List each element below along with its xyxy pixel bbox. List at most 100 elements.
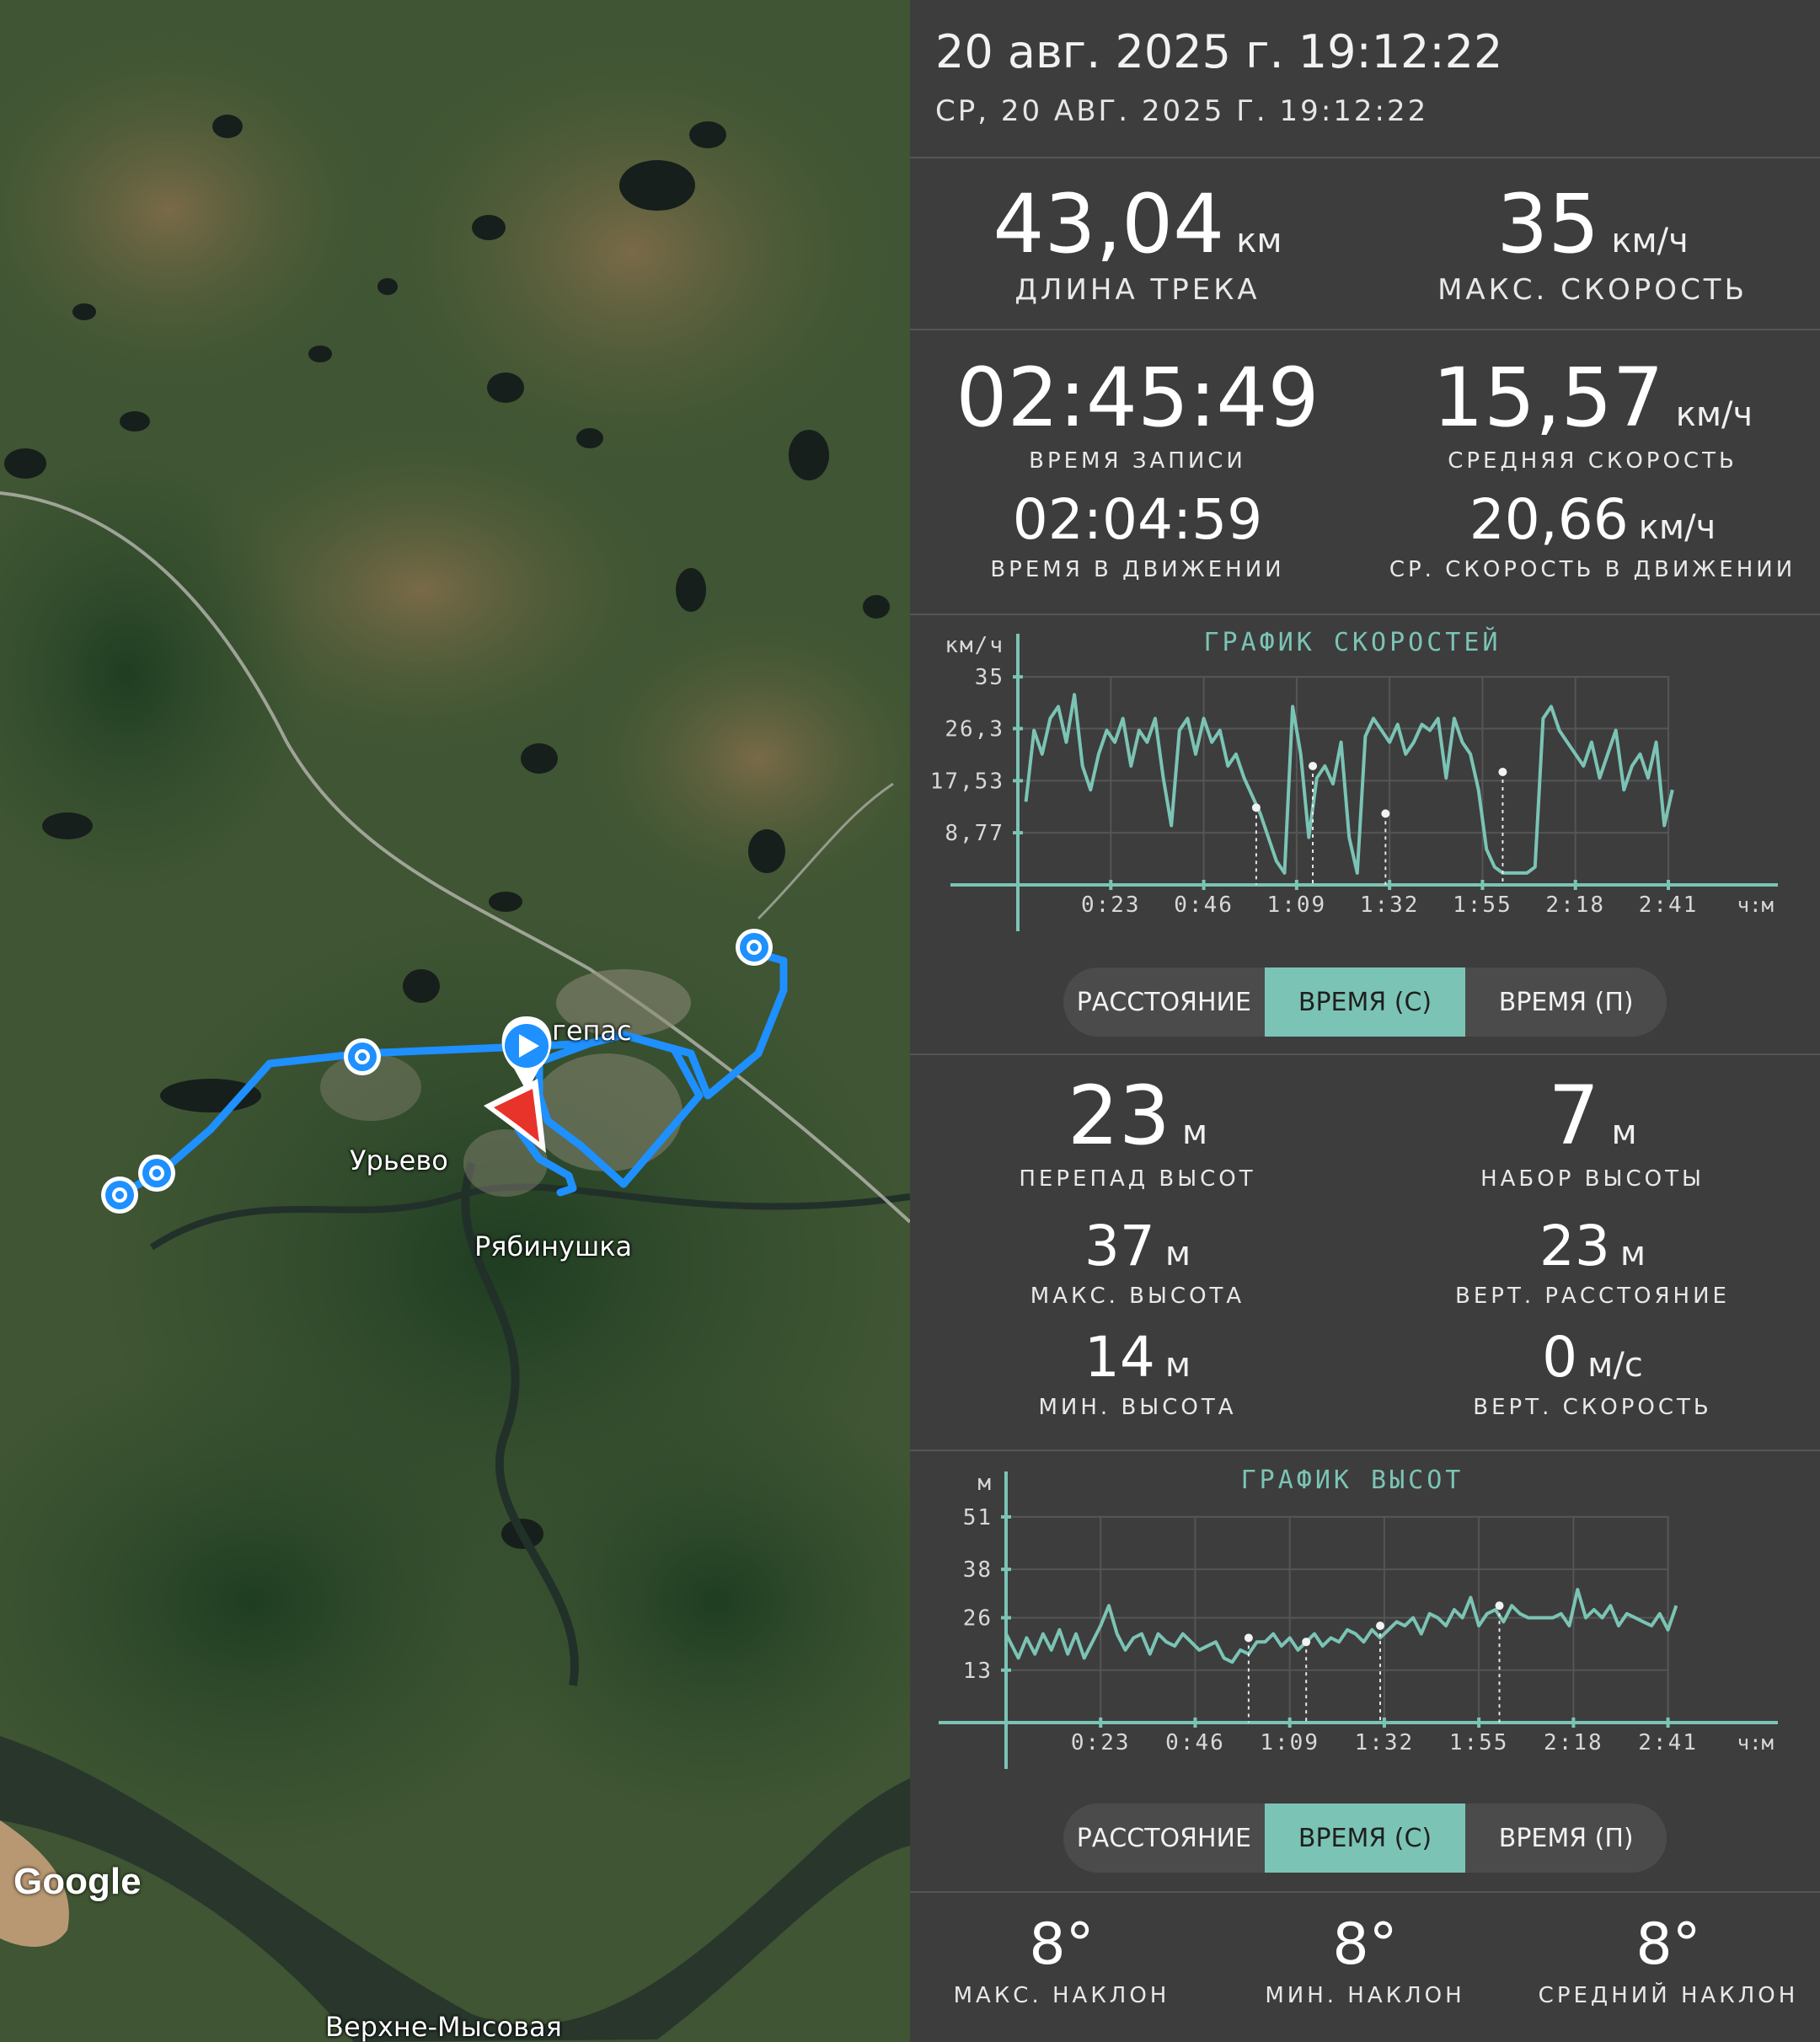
y-axis-unit: км/ч xyxy=(945,633,1004,658)
stat-value: 8° xyxy=(1332,1911,1398,1978)
map-label-town: Верхне-Мысовая xyxy=(325,2011,562,2042)
x-tick-label: 0:46 xyxy=(1165,1730,1225,1755)
stat-unit: км/ч xyxy=(1638,508,1716,547)
series-line xyxy=(1024,693,1674,875)
stat-value: 15,57 xyxy=(1432,351,1664,445)
stat-value: 35 xyxy=(1496,177,1600,271)
start-marker-icon[interactable] xyxy=(501,1016,552,1091)
track-date: 20 авг. 2025 г. 19:12:22 xyxy=(935,25,1503,78)
data-marker xyxy=(1376,1621,1385,1631)
x-tick-label: 1:09 xyxy=(1267,892,1327,918)
stat-value: 43,04 xyxy=(993,177,1225,271)
map-label-town: Рябинушка xyxy=(474,1230,633,1262)
waypoint-icon[interactable] xyxy=(344,1038,381,1075)
stat-vert-speed: 0 м/с ВЕРТ. СКОРОСТЬ xyxy=(1365,1325,1820,1420)
y-tick-label: 38 xyxy=(963,1557,993,1583)
toggle-time-total[interactable]: ВРЕМЯ (С) xyxy=(1264,967,1466,1037)
x-tick-label: 2:41 xyxy=(1639,892,1699,918)
x-tick-label: 2:41 xyxy=(1638,1730,1698,1755)
stat-label: ВРЕМЯ В ДВИЖЕНИИ xyxy=(990,557,1285,582)
stat-label: МАКС. ВЫСОТА xyxy=(1030,1284,1245,1309)
stat-label: ВЕРТ. РАССТОЯНИЕ xyxy=(1455,1284,1730,1309)
data-marker xyxy=(1244,1633,1253,1643)
y-tick-label: 26,3 xyxy=(945,717,1004,742)
x-tick-label: 0:23 xyxy=(1081,892,1141,918)
stat-max-speed: 35 км/ч МАКС. СКОРОСТЬ xyxy=(1365,177,1820,307)
stat-label: МАКС. СКОРОСТЬ xyxy=(1437,273,1748,307)
stat-max-slope: 8° МАКС. НАКЛОН xyxy=(910,1911,1213,2008)
toggle-distance[interactable]: РАССТОЯНИЕ xyxy=(1076,1823,1251,1853)
elevation-chart-mode-toggle[interactable]: РАССТОЯНИЕ ВРЕМЯ (С) ВРЕМЯ (П) xyxy=(1063,1803,1667,1873)
y-tick-label: 51 xyxy=(963,1505,993,1530)
stat-value: 37 xyxy=(1084,1214,1155,1278)
stat-label: МИН. НАКЛОН xyxy=(1265,1983,1465,2008)
series-line xyxy=(1004,1588,1678,1664)
stat-unit: км/ч xyxy=(1675,395,1753,434)
x-tick-label: 1:32 xyxy=(1360,892,1420,918)
speed-chart[interactable]: 8,77 17,53 26,3 35 0:23 0:46 1:09 1:32 1:55 2:18 2… xyxy=(910,624,1820,944)
stat-value: 23 xyxy=(1067,1069,1170,1163)
stat-track-length: 43,04 км ДЛИНА ТРЕКА xyxy=(910,177,1365,307)
x-tick-label: 2:18 xyxy=(1545,892,1605,918)
x-tick-label: 2:18 xyxy=(1544,1730,1603,1755)
direction-arrow-icon xyxy=(484,1079,546,1153)
toggle-distance[interactable]: РАССТОЯНИЕ xyxy=(1076,987,1251,1017)
stat-avg-slope: 8° СРЕДНИЙ НАКЛОН xyxy=(1517,1911,1820,2008)
stat-value: 0 xyxy=(1542,1325,1578,1390)
waypoint-icon[interactable] xyxy=(736,929,773,966)
stat-moving-time: 02:04:59 ВРЕМЯ В ДВИЖЕНИИ xyxy=(910,487,1365,582)
divider xyxy=(910,1450,1820,1451)
waypoint-icon[interactable] xyxy=(138,1155,175,1192)
stat-label: ПЕРЕПАД ВЫСОТ xyxy=(1019,1166,1256,1192)
map-view[interactable]: гепас Урьево Рябинушка Верхне-Мысовая Go… xyxy=(0,0,910,2042)
toggle-time-total[interactable]: ВРЕМЯ (С) xyxy=(1264,1803,1466,1873)
elevation-chart[interactable]: 13 26 38 51 0:23 0:46 1:09 1:32 1:55 2:18 2:41 м ч:м… xyxy=(910,1461,1820,1782)
stat-value: 14 xyxy=(1084,1325,1155,1390)
y-tick-label: 26 xyxy=(963,1606,993,1632)
stat-value: 7 xyxy=(1548,1069,1600,1163)
data-marker xyxy=(1495,1601,1504,1611)
stat-min-elev: 14 м МИН. ВЫСОТА xyxy=(910,1325,1365,1420)
data-marker xyxy=(1309,761,1318,770)
chart-title: ГРАФИК СКОРОСТЕЙ xyxy=(1204,627,1502,657)
stat-value: 8° xyxy=(1635,1911,1701,1978)
stat-value: 20,66 xyxy=(1469,487,1629,552)
stat-value: 02:45:49 xyxy=(956,351,1320,445)
stat-label: СР. СКОРОСТЬ В ДВИЖЕНИИ xyxy=(1389,557,1796,582)
stat-label: СРЕДНЯЯ СКОРОСТЬ xyxy=(1448,448,1737,474)
elevation-chart-svg[interactable]: 13 26 38 51 0:23 0:46 1:09 1:32 1:55 2:18 2:41 м ч:м… xyxy=(910,1461,1820,1782)
toggle-time-moving[interactable]: ВРЕМЯ (П) xyxy=(1498,1823,1634,1853)
stat-unit: км xyxy=(1236,222,1282,260)
stat-unit: м xyxy=(1611,1113,1637,1152)
stat-avg-moving-speed: 20,66 км/ч СР. СКОРОСТЬ В ДВИЖЕНИИ xyxy=(1365,487,1820,582)
satellite-map[interactable] xyxy=(0,0,910,2042)
stat-label: ДЛИНА ТРЕКА xyxy=(1014,273,1261,307)
data-marker xyxy=(1251,803,1261,812)
stat-unit: м/с xyxy=(1587,1346,1643,1385)
waypoint-icon[interactable] xyxy=(101,1176,138,1214)
divider xyxy=(910,1891,1820,1893)
stat-label: МАКС. НАКЛОН xyxy=(953,1983,1170,2008)
stat-unit: м xyxy=(1164,1235,1191,1273)
y-tick-label: 13 xyxy=(963,1659,993,1684)
stat-min-slope: 8° МИН. НАКЛОН xyxy=(1213,1911,1517,2008)
y-axis-unit: м xyxy=(977,1471,993,1496)
chart-title: ГРАФИК ВЫСОТ xyxy=(1241,1466,1464,1495)
speed-chart-mode-toggle[interactable]: РАССТОЯНИЕ ВРЕМЯ (С) ВРЕМЯ (П) xyxy=(1063,967,1667,1037)
x-axis-unit: ч:м xyxy=(1737,893,1774,917)
speed-chart-svg[interactable]: 8,77 17,53 26,3 35 0:23 0:46 1:09 1:32 1:55 2:18 2… xyxy=(910,624,1820,944)
data-marker xyxy=(1498,768,1507,776)
y-tick-label: 17,53 xyxy=(930,769,1004,794)
x-tick-label: 0:23 xyxy=(1071,1730,1131,1755)
google-logo: Google xyxy=(13,1861,142,1902)
stat-value: 8° xyxy=(1029,1911,1095,1978)
data-marker xyxy=(1302,1637,1311,1647)
x-tick-label: 1:55 xyxy=(1449,1730,1509,1755)
toggle-time-moving[interactable]: ВРЕМЯ (П) xyxy=(1498,987,1634,1017)
x-tick-label: 1:32 xyxy=(1355,1730,1415,1755)
stat-record-time: 02:45:49 ВРЕМЯ ЗАПИСИ xyxy=(910,351,1365,474)
grid-frame xyxy=(1005,1515,1669,1723)
y-tick-label: 35 xyxy=(975,665,1004,690)
map-label-town: гепас xyxy=(552,1015,632,1047)
